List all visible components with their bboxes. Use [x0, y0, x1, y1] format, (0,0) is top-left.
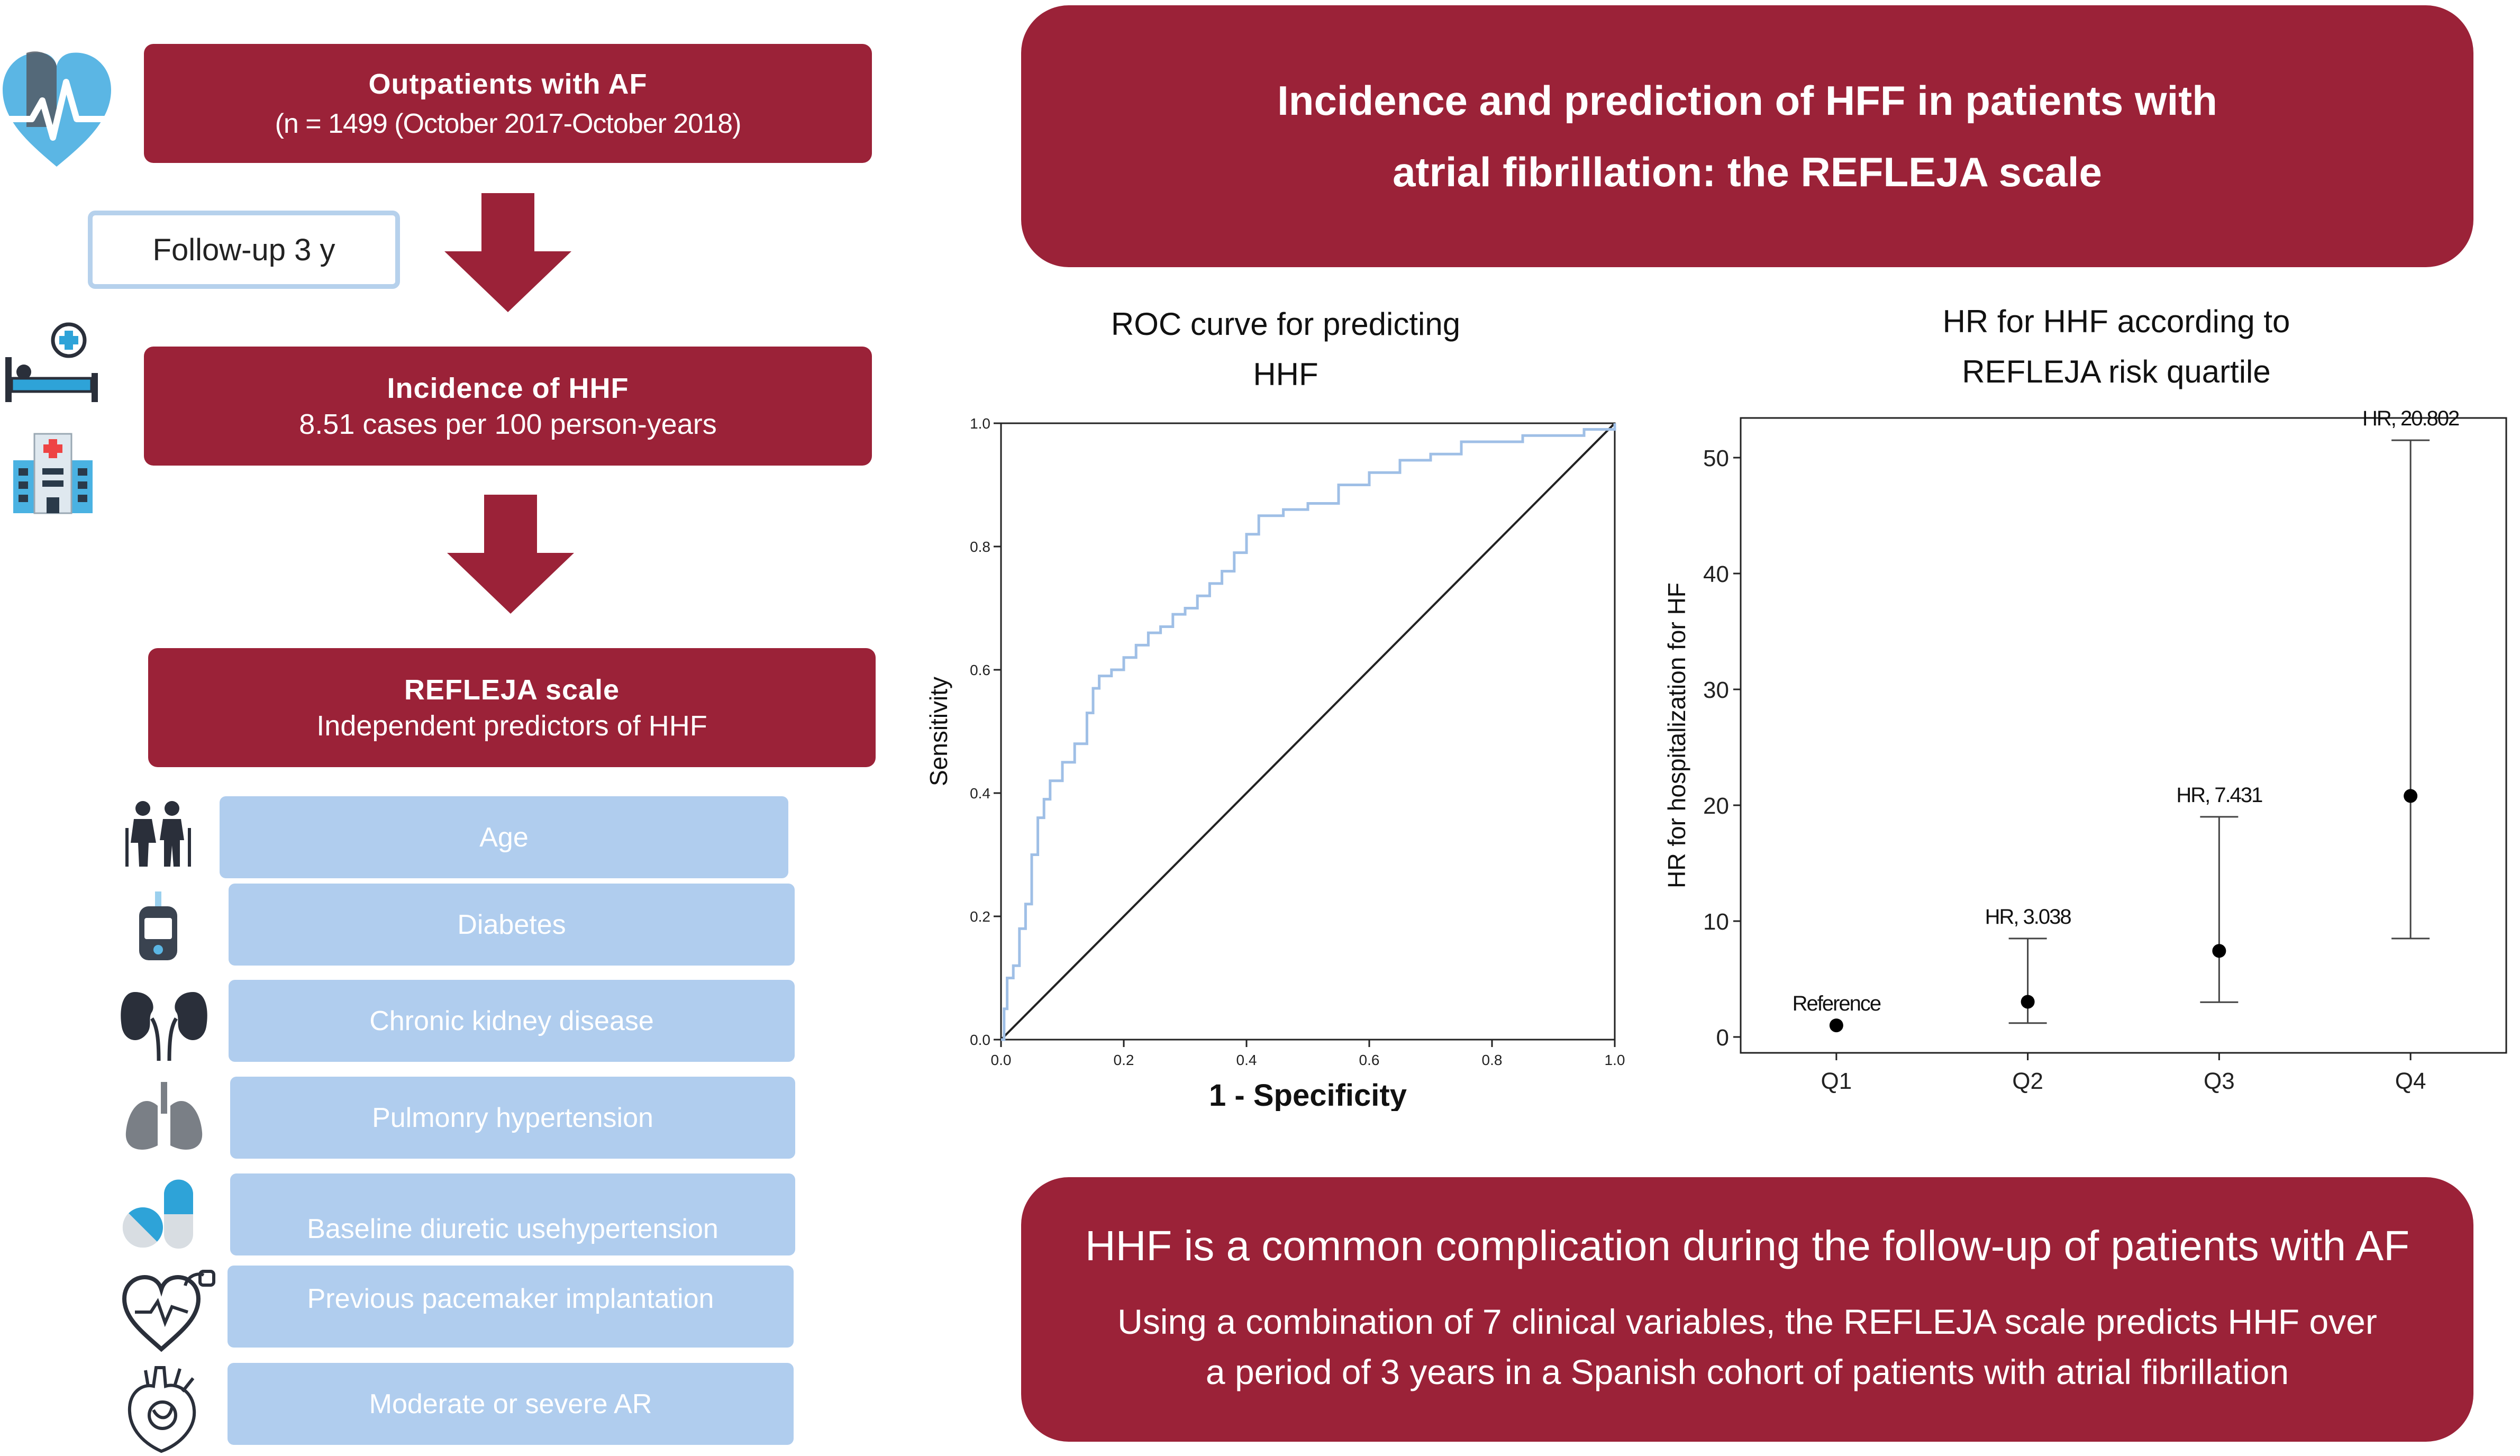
followup-box: Follow-up 3 y	[88, 211, 400, 289]
predictor-age: Age	[220, 796, 788, 878]
hr-y-axis-label: HR for hospitalization for HF	[1663, 583, 1690, 888]
outpatients-subtitle: (n = 1499 (October 2017-October 2018)	[275, 108, 742, 139]
hr-point-label: Reference	[1793, 992, 1881, 1015]
roc-y-tick-label: 0.8	[970, 539, 990, 555]
roc-y-tick-label: 0.6	[970, 662, 990, 678]
roc-x-tick-label: 0.8	[1482, 1052, 1503, 1068]
hr-x-tick-label: Q2	[2012, 1068, 2043, 1094]
roc-y-tick-label: 0.2	[970, 908, 990, 925]
roc-y-tick-label: 0.4	[970, 785, 990, 802]
roc-plot-frame	[1000, 422, 1616, 1041]
hr-y-tick-label: 30	[1703, 677, 1729, 703]
roc-title-line-1: ROC curve for predicting	[1111, 306, 1461, 342]
hr-y-tick-label: 0	[1716, 1025, 1729, 1051]
hr-point	[2212, 944, 2226, 958]
hr-point-label: HR, 3.038	[1985, 905, 2071, 929]
hr-plot-frame	[1740, 417, 2507, 1054]
roc-x-tick-label: 1.0	[1605, 1052, 1625, 1068]
predictor-pacemaker: Previous pacemaker implantation	[228, 1266, 794, 1348]
hr-chart: 0 10 20 30 40 50 Q1 Q2 Q3 Q4 Reference HR, 3.038 HR,…	[1663, 407, 2507, 1094]
predictor-diuretic: Baseline diuretic usehypertension	[230, 1173, 795, 1255]
arrow-down-1	[444, 193, 571, 312]
hr-point-label: HR, 20.802	[2362, 407, 2459, 430]
refleja-subtitle: Independent predictors of HHF	[316, 709, 707, 742]
roc-curve-line	[1001, 423, 1616, 1041]
roc-x-tick-label: 0.2	[1114, 1052, 1134, 1068]
roc-x-tick-label: 0.0	[991, 1052, 1012, 1068]
roc-chart-title: ROC curve for predicting HHF	[1048, 299, 1524, 399]
outpatients-box: Outpatients with AF (n = 1499 (October 2…	[144, 44, 872, 163]
roc-x-tick-label: 0.4	[1236, 1052, 1257, 1068]
hr-point	[2021, 995, 2035, 1009]
roc-y-tick-label: 1.0	[970, 415, 990, 432]
conclusion-line-1: Using a combination of 7 clinical variab…	[1117, 1302, 2377, 1341]
hospital-bed-icon	[5, 322, 98, 402]
refleja-box: REFLEJA scale Independent predictors of …	[148, 648, 876, 767]
incidence-box: Incidence of HHF 8.51 cases per 100 pers…	[144, 347, 872, 466]
arrow-down-2	[447, 495, 574, 614]
pills-icon	[122, 1179, 193, 1249]
hr-point-label: HR, 7.431	[2176, 784, 2262, 807]
hr-y-tick-label: 20	[1703, 793, 1729, 819]
incidence-title: Incidence of HHF	[387, 372, 629, 404]
header-line-1: Incidence and prediction of HFF in patie…	[1277, 77, 2217, 124]
hr-point	[1829, 1018, 1843, 1033]
hr-y-tick-label: 10	[1703, 909, 1729, 935]
pacemaker-heart-icon	[122, 1270, 215, 1352]
hr-title-line-1: HR for HHF according to	[1942, 304, 2290, 339]
incidence-subtitle: 8.51 cases per 100 person-years	[299, 408, 717, 440]
hr-chart-title: HR for HHF according to REFLEJA risk qua…	[1852, 296, 2381, 397]
roc-x-axis-label: 1 - Specificity	[1209, 1078, 1407, 1111]
hr-x-tick-label: Q3	[2204, 1068, 2235, 1094]
header-title-box: Incidence and prediction of HFF in patie…	[1021, 5, 2473, 267]
anatomical-heart-icon	[128, 1366, 196, 1453]
hr-title-line-2: REFLEJA risk quartile	[1962, 354, 2271, 389]
hr-x-tick-label: Q1	[1821, 1068, 1852, 1094]
refleja-title: REFLEJA scale	[404, 674, 620, 706]
roc-x-tick-label: 0.6	[1359, 1052, 1380, 1068]
header-line-2: atrial fibrillation: the REFLEJA scale	[1393, 148, 2102, 195]
kidneys-icon	[121, 992, 207, 1061]
hr-x-tick-label: Q4	[2395, 1068, 2426, 1094]
roc-chart: 0.0 0.2 0.4 0.6 0.8 1.0 0.0 0.2 0.4 0.6 0.8 1.0 1 - …	[925, 415, 1625, 1111]
roc-title-line-2: HHF	[1253, 357, 1318, 392]
roc-y-axis-label: Sensitivity	[925, 677, 952, 786]
hr-y-tick-label: 40	[1703, 561, 1729, 587]
predictor-ckd: Chronic kidney disease	[229, 980, 795, 1062]
roc-y-tick-label: 0.0	[970, 1032, 990, 1048]
hospital-building-icon	[13, 433, 93, 514]
outpatients-title: Outpatients with AF	[368, 68, 648, 100]
heart-pulse-icon	[3, 51, 111, 167]
elderly-couple-icon	[125, 801, 191, 867]
hr-y-tick-label: 50	[1703, 445, 1729, 471]
predictor-pulm-htn: Pulmonry hypertension	[230, 1077, 795, 1159]
hr-point	[2404, 789, 2418, 803]
conclusion-box: HHF is a common complication during the …	[1021, 1177, 2473, 1442]
roc-reference-line	[1000, 422, 1616, 1041]
predictor-diabetes: Diabetes	[229, 884, 795, 966]
lungs-icon	[125, 1082, 203, 1150]
conclusion-headline: HHF is a common complication during the …	[1085, 1222, 2410, 1269]
conclusion-line-2: a period of 3 years in a Spanish cohort …	[1205, 1352, 2289, 1391]
glucose-meter-icon	[139, 891, 177, 960]
predictor-ar: Moderate or severe AR	[228, 1363, 794, 1445]
